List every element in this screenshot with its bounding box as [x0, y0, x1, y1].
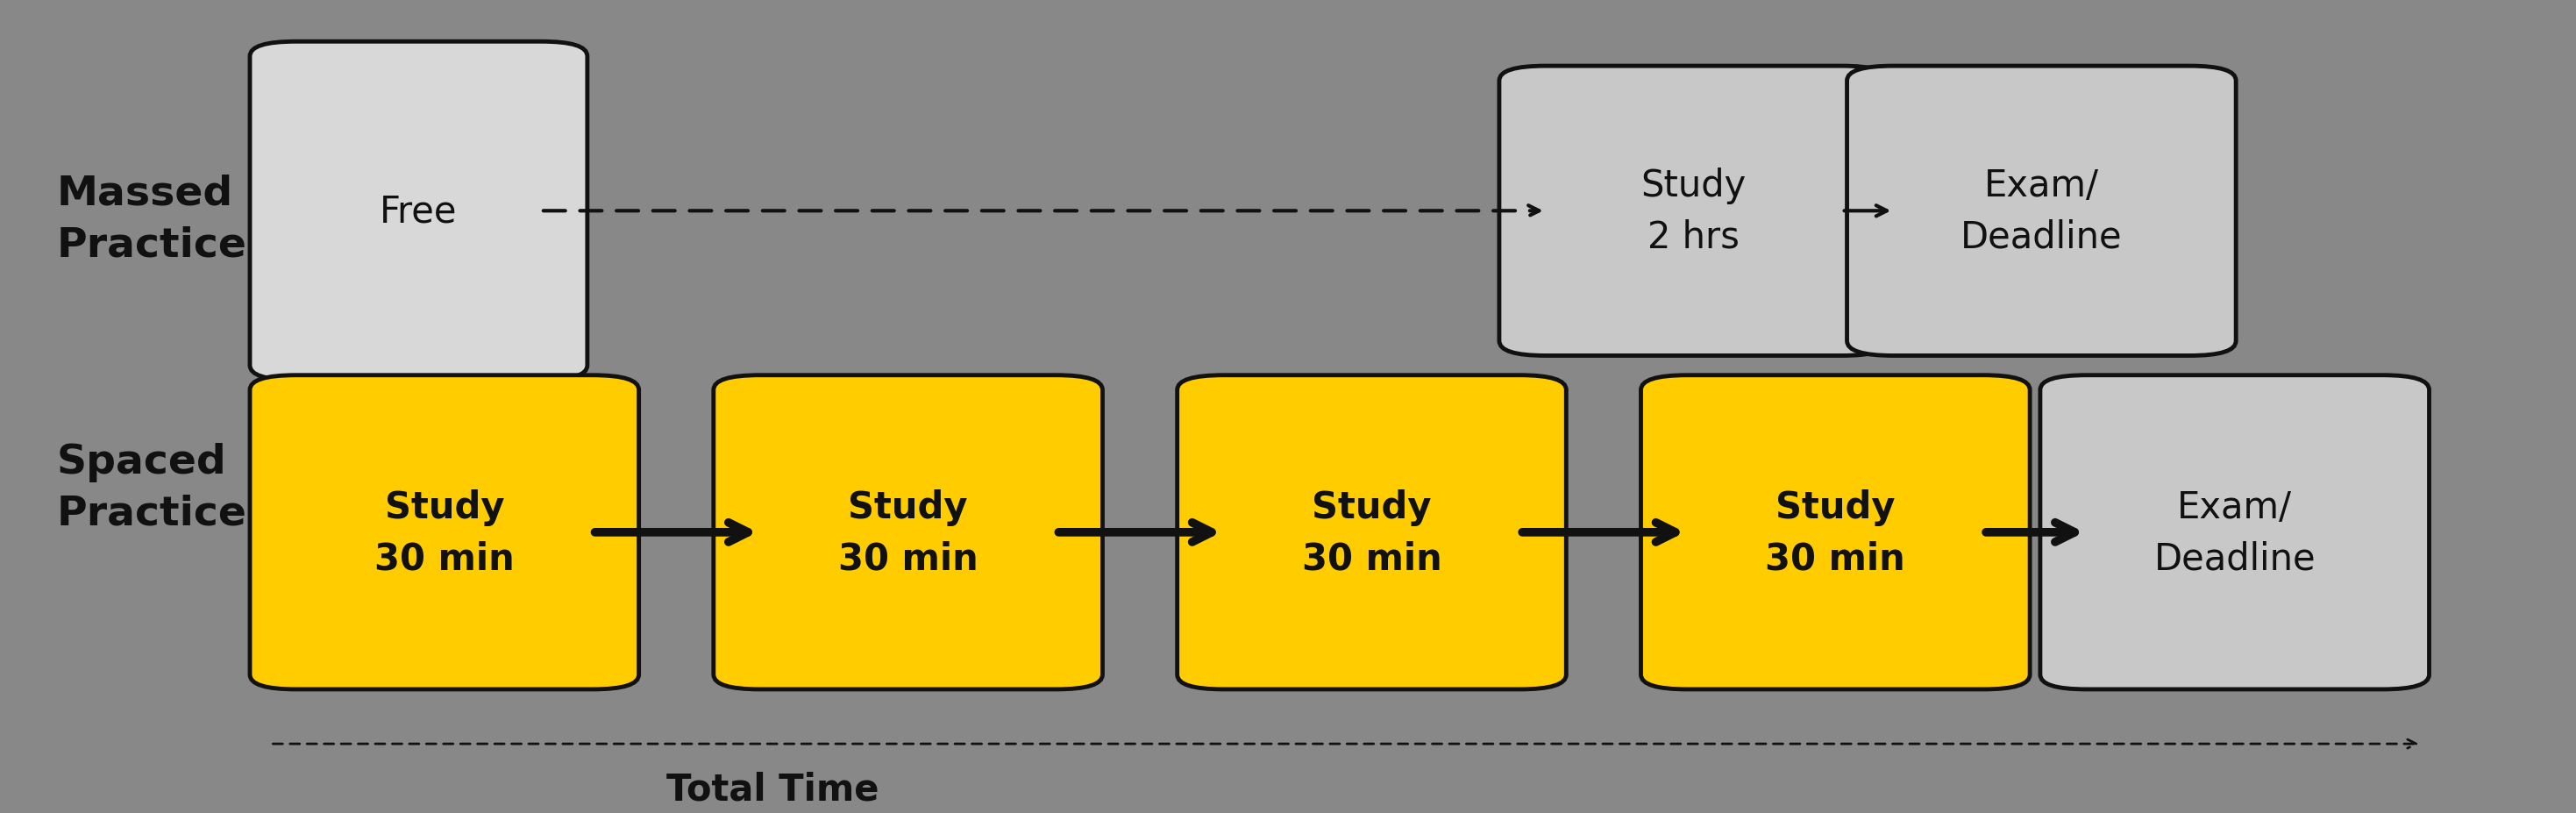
FancyBboxPatch shape	[1177, 376, 1566, 689]
FancyBboxPatch shape	[714, 376, 1103, 689]
Text: Study
30 min: Study 30 min	[1765, 489, 1906, 576]
Text: Exam/
Deadline: Exam/ Deadline	[1960, 167, 2123, 255]
FancyBboxPatch shape	[2040, 376, 2429, 689]
Text: Study
30 min: Study 30 min	[837, 489, 979, 576]
FancyBboxPatch shape	[250, 376, 639, 689]
Text: Study
30 min: Study 30 min	[374, 489, 515, 576]
Text: Exam/
Deadline: Exam/ Deadline	[2154, 489, 2316, 576]
FancyBboxPatch shape	[1847, 67, 2236, 356]
Text: Study
2 hrs: Study 2 hrs	[1641, 167, 1747, 255]
Text: Total Time: Total Time	[667, 770, 878, 807]
Text: Study
30 min: Study 30 min	[1301, 489, 1443, 576]
FancyBboxPatch shape	[1641, 376, 2030, 689]
Text: Free: Free	[379, 193, 459, 230]
FancyBboxPatch shape	[250, 42, 587, 380]
Text: Massed
Practice: Massed Practice	[57, 174, 247, 265]
Text: Spaced
Practice: Spaced Practice	[57, 442, 247, 533]
FancyBboxPatch shape	[1499, 67, 1888, 356]
